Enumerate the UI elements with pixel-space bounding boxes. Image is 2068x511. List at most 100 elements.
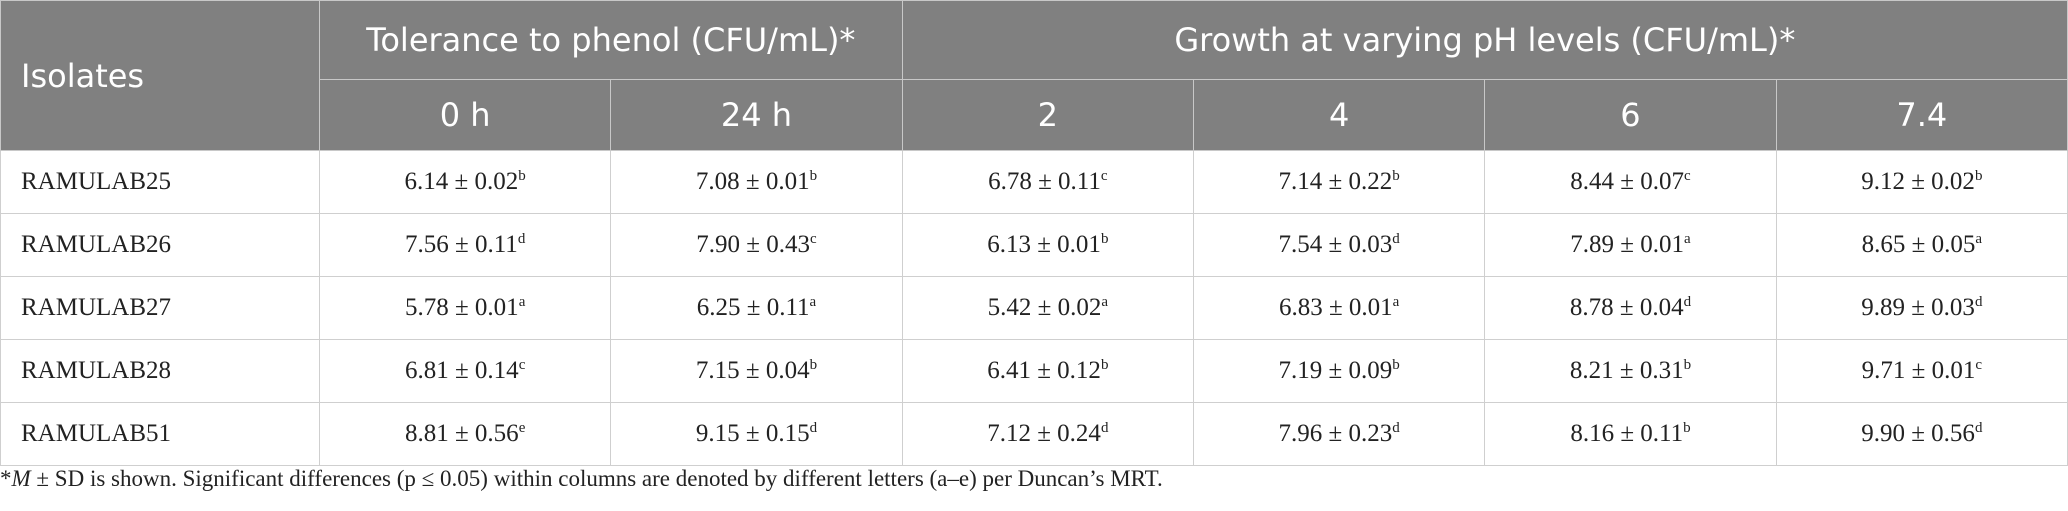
value-cell: 8.44 ± 0.07c [1484, 150, 1777, 214]
value-cell: 6.13 ± 0.01b [901, 213, 1194, 277]
isolate-cell: RAMULAB25 [0, 150, 320, 214]
cell-value: 6.25 ± 0.11 [696, 294, 810, 321]
cell-value: 7.56 ± 0.11 [405, 231, 518, 258]
value-cell: 7.89 ± 0.01a [1484, 213, 1777, 277]
value-cell: 8.21 ± 0.31b [1484, 339, 1777, 403]
value-cell: 7.54 ± 0.03d [1192, 213, 1486, 277]
cell-value: 6.81 ± 0.14 [404, 357, 519, 384]
value-cell: 7.12 ± 0.24d [901, 402, 1194, 466]
cell-value: 9.89 ± 0.03 [1861, 294, 1975, 321]
cell-value: 8.81 ± 0.56 [404, 420, 519, 447]
significance-letter: c [1684, 168, 1691, 184]
cell-value: 8.65 ± 0.05 [1861, 231, 1976, 258]
value-cell: 6.14 ± 0.02b [318, 150, 612, 214]
significance-letter: b [1100, 231, 1109, 247]
cell-value: 7.90 ± 0.43 [696, 231, 811, 258]
significance-letter: b [1100, 357, 1109, 373]
cell-value: 7.19 ± 0.09 [1278, 357, 1393, 384]
value-cell: 9.15 ± 0.15d [610, 402, 903, 466]
cell-value: 7.12 ± 0.24 [987, 420, 1101, 447]
value-cell: 9.89 ± 0.03d [1775, 276, 2068, 340]
value-cell: 5.42 ± 0.02a [901, 276, 1194, 340]
column-header: 24 h [610, 79, 903, 151]
significance-letter: b [1392, 168, 1400, 184]
cell-value: 9.90 ± 0.56 [1861, 420, 1975, 447]
column-header: 6 [1484, 79, 1777, 151]
value-cell: 8.65 ± 0.05a [1775, 213, 2068, 277]
significance-letter: c [518, 357, 526, 373]
value-cell: 6.78 ± 0.11c [901, 150, 1194, 214]
significance-letter: b [809, 168, 818, 184]
significance-letter: c [810, 231, 817, 247]
cell-value: 6.13 ± 0.01 [987, 231, 1101, 258]
value-cell: 6.83 ± 0.01a [1192, 276, 1486, 340]
significance-letter: a [1101, 294, 1109, 310]
significance-letter: b [1683, 357, 1692, 373]
column-header: 0 h [318, 79, 612, 151]
value-cell: 7.96 ± 0.23d [1192, 402, 1486, 466]
cell-value: 7.54 ± 0.03 [1278, 231, 1393, 258]
cell-value: 7.89 ± 0.01 [1570, 231, 1684, 258]
isolate-cell: RAMULAB27 [0, 276, 320, 340]
cell-value: 9.71 ± 0.01 [1861, 357, 1976, 384]
footnote: *M ± SD is shown. Significant difference… [0, 466, 1163, 492]
value-cell: 7.14 ± 0.22b [1192, 150, 1486, 214]
significance-letter: b [518, 168, 526, 184]
significance-letter: a [518, 294, 526, 310]
table-row: RAMULAB51 8.81 ± 0.56e 9.15 ± 0.15d 7.12 ± … [0, 402, 2068, 466]
cell-value: 6.83 ± 0.01 [1278, 294, 1393, 321]
cell-value: 7.08 ± 0.01 [695, 168, 810, 195]
value-cell: 9.71 ± 0.01c [1775, 339, 2068, 403]
significance-letter: b [809, 357, 818, 373]
value-cell: 9.12 ± 0.02b [1775, 150, 2068, 214]
table-row: RAMULAB25 6.14 ± 0.02b 7.08 ± 0.01b 6.78 ± … [0, 150, 2068, 214]
significance-letter: d [1974, 294, 1983, 310]
value-cell: 8.78 ± 0.04d [1484, 276, 1777, 340]
value-cell: 6.41 ± 0.12b [901, 339, 1194, 403]
cell-value: 9.15 ± 0.15 [695, 420, 810, 447]
group-header: Growth at varying pH levels (CFU/mL)* [901, 0, 2068, 80]
cell-value: 6.14 ± 0.02 [404, 168, 519, 195]
value-cell: 7.15 ± 0.04b [610, 339, 903, 403]
cell-value: 8.21 ± 0.31 [1569, 357, 1684, 384]
significance-letter: d [1683, 294, 1692, 310]
significance-letter: a [1392, 294, 1400, 310]
significance-letter: b [1974, 168, 1983, 184]
value-cell: 7.90 ± 0.43c [610, 213, 903, 277]
value-cell: 7.56 ± 0.11d [318, 213, 612, 277]
table-row: RAMULAB26 7.56 ± 0.11d 7.90 ± 0.43c 6.13 ± … [0, 213, 2068, 277]
significance-letter: d [1392, 231, 1400, 247]
value-cell: 8.81 ± 0.56e [318, 402, 612, 466]
value-cell: 9.90 ± 0.56d [1775, 402, 2068, 466]
cell-value: 7.15 ± 0.04 [695, 357, 810, 384]
value-cell: 8.16 ± 0.11b [1484, 402, 1777, 466]
significance-letter: d [517, 231, 526, 247]
significance-letter: d [1392, 420, 1400, 436]
value-cell: 5.78 ± 0.01a [318, 276, 612, 340]
cell-value: 6.78 ± 0.11 [988, 168, 1101, 195]
significance-letter: a [1684, 231, 1691, 247]
isolate-cell: RAMULAB51 [0, 402, 320, 466]
header-cell: Isolates [0, 0, 320, 151]
significance-letter: d [809, 420, 818, 436]
significance-letter: a [1975, 231, 1983, 247]
value-cell: 6.25 ± 0.11a [610, 276, 903, 340]
cell-value: 9.12 ± 0.02 [1861, 168, 1975, 195]
significance-letter: d [1100, 420, 1109, 436]
significance-letter: e [518, 420, 526, 436]
cell-value: 5.42 ± 0.02 [987, 294, 1102, 321]
cell-value: 8.78 ± 0.04 [1569, 294, 1684, 321]
column-header: 7.4 [1775, 79, 2068, 151]
cell-value: 8.44 ± 0.07 [1570, 168, 1684, 195]
data-table: Isolates Tolerance to phenol (CFU/mL)* G… [0, 0, 2068, 466]
cell-value: 6.41 ± 0.12 [987, 357, 1101, 384]
value-cell: 6.81 ± 0.14c [318, 339, 612, 403]
footnote-text: ± SD is shown. Significant differences (… [30, 466, 1163, 491]
value-cell: 7.08 ± 0.01b [610, 150, 903, 214]
footnote-italic: M [11, 466, 31, 491]
table-row: RAMULAB28 6.81 ± 0.14c 7.15 ± 0.04b 6.41 ± … [0, 339, 2068, 403]
significance-letter: a [809, 294, 817, 310]
cell-value: 5.78 ± 0.01 [404, 294, 519, 321]
header-row: Isolates Tolerance to phenol (CFU/mL)* G… [0, 0, 2068, 151]
